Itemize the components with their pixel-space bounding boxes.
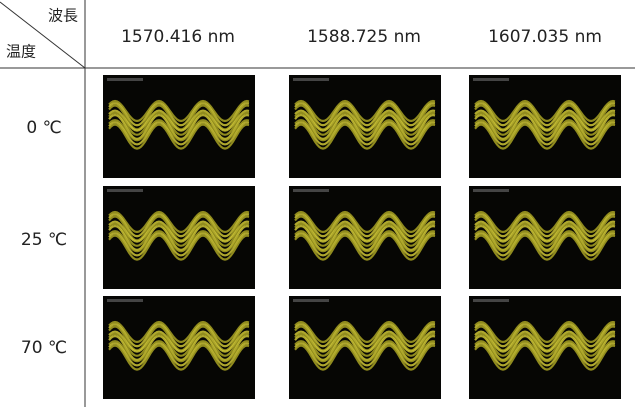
eye-diagram [469,75,621,178]
scope-header [293,189,329,192]
corner-row-label: 温度 [6,43,36,61]
eye-diagram [103,186,255,289]
eye-diagram [103,75,255,178]
row-header: 70 ℃ [21,338,67,358]
row-header: 25 ℃ [21,230,67,250]
scope-header [473,189,509,192]
eye-diagram [103,296,255,399]
eye-diagram [289,296,441,399]
column-header: 1588.725 nm [307,27,421,47]
scope-header [293,78,329,81]
eye-diagram [289,186,441,289]
scope-header [293,299,329,302]
page: 波長 温度 1570.416 nm 1588.725 nm 1607.035 nm 0… [0,0,635,411]
table-figure: 波長 温度 1570.416 nm 1588.725 nm 1607.035 nm 0… [0,0,635,407]
scope-header [473,78,509,81]
corner-column-label: 波長 [48,7,78,25]
scope-header [107,299,143,302]
scope-header [473,299,509,302]
column-header: 1607.035 nm [488,27,602,47]
eye-diagram [469,186,621,289]
eye-diagram [289,75,441,178]
eye-diagram [469,296,621,399]
column-header: 1570.416 nm [121,27,235,47]
scope-header [107,78,143,81]
row-header: 0 ℃ [26,118,61,138]
scope-header [107,189,143,192]
